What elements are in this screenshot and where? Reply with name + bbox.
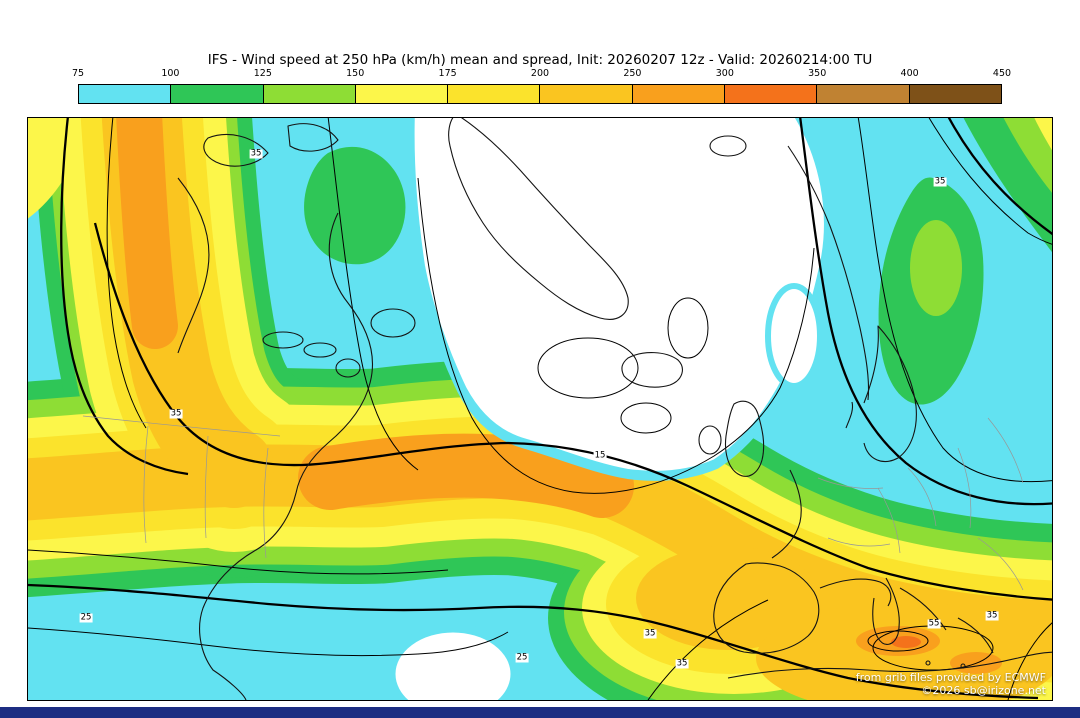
colorbar-tick-label: 450 xyxy=(992,68,1012,79)
contour-label: 35 xyxy=(933,176,947,187)
contour-label: 35 xyxy=(643,628,657,639)
colorbar-tick-label: 100 xyxy=(161,68,180,79)
contour-label: 35 xyxy=(249,148,263,159)
colorbar-tick-label: 125 xyxy=(253,68,272,79)
contour-lines-layer xyxy=(28,118,1052,700)
weather-map: 35 35 15 25 35 35 55 35 35 25 from grib files pro… xyxy=(27,117,1053,701)
page-title: IFS - Wind speed at 250 hPa (km/h) mean … xyxy=(207,52,873,68)
colorbar-ticks: 75 100 125 150 175 200 250 300 350 400 450 xyxy=(72,68,1011,81)
colorbar-segment xyxy=(817,85,910,103)
credits: from grib files provided by ECMWF ©2026 … xyxy=(856,671,1046,697)
colorbar-tick-label: 200 xyxy=(530,68,550,79)
colorbar-tick-label: 150 xyxy=(346,68,365,79)
contour-label: 35 xyxy=(169,408,183,419)
colorbar-tick-label: 400 xyxy=(900,68,919,79)
colorbar-segment xyxy=(448,85,541,103)
wind-speed-fill-layer xyxy=(28,118,1052,700)
colorbar-segment xyxy=(355,85,449,103)
coastlines-layer xyxy=(177,118,1052,700)
colorbar-segment xyxy=(725,85,818,103)
credits-ecmwf: from grib files provided by ECMWF xyxy=(855,671,1046,684)
colorbar-tick-label: 75 xyxy=(71,68,85,79)
footer-bar xyxy=(0,707,1080,718)
credits-copyright: ©2026 sb@irizone.net xyxy=(921,684,1046,697)
colorbar-segment xyxy=(171,85,264,103)
colorbar-segment xyxy=(79,85,172,103)
contour-label: 25 xyxy=(79,612,93,623)
colorbar-tick-label: 350 xyxy=(808,68,827,79)
weather-map-canvas xyxy=(28,118,1052,700)
colorbar-segment xyxy=(632,85,726,103)
contour-label: 35 xyxy=(675,658,689,669)
contour-label: 25 xyxy=(515,652,529,663)
colorbar-tick-label: 250 xyxy=(623,68,642,79)
contour-label: 55 xyxy=(927,618,941,629)
colorbar-tick-label: 300 xyxy=(715,68,734,79)
colorbar-segment xyxy=(909,85,1001,103)
contour-label: 35 xyxy=(985,610,999,621)
admin-borders-layer xyxy=(82,415,1024,591)
colorbar-segment xyxy=(540,85,633,103)
contour-label: 15 xyxy=(593,450,607,461)
colorbar-segment xyxy=(263,85,356,103)
colorbar xyxy=(78,84,1002,104)
colorbar-tick-label: 175 xyxy=(438,68,457,79)
